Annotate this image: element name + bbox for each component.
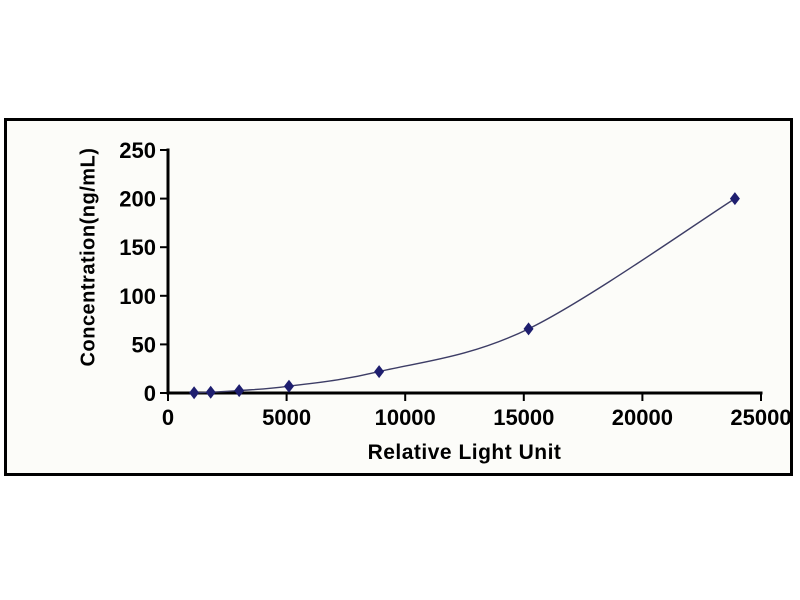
y-tick-label: 50 <box>132 332 156 357</box>
data-point-marker <box>523 322 534 336</box>
x-axis-ticks: 0 5000 10000 15000 20000 25000 <box>162 393 792 430</box>
x-tick-label: 0 <box>162 405 174 430</box>
data-point-marker <box>283 379 294 393</box>
data-point-marker <box>374 365 385 379</box>
x-tick-label: 15000 <box>493 405 554 430</box>
y-tick-label: 150 <box>119 235 156 260</box>
axes <box>166 148 763 395</box>
data-points <box>189 192 740 400</box>
x-tick-label: 5000 <box>262 405 311 430</box>
data-point-marker <box>234 384 245 398</box>
y-axis-ticks: 0 50 100 150 200 250 <box>119 138 168 406</box>
curve-line <box>194 198 736 394</box>
x-tick-label: 10000 <box>375 405 436 430</box>
data-point-marker <box>189 386 200 400</box>
x-tick-label: 20000 <box>612 405 673 430</box>
x-axis-title: Relative Light Unit <box>367 441 562 464</box>
y-tick-label: 100 <box>119 284 156 309</box>
y-tick-label: 200 <box>119 187 156 212</box>
chart-frame <box>4 118 793 476</box>
data-point-marker <box>205 385 216 399</box>
y-tick-label: 250 <box>119 138 156 163</box>
data-point-marker <box>729 192 740 206</box>
y-axis-title: Concentration(ng/mL) <box>77 147 100 367</box>
y-tick-label: 0 <box>144 381 156 406</box>
x-tick-label: 25000 <box>730 405 791 430</box>
